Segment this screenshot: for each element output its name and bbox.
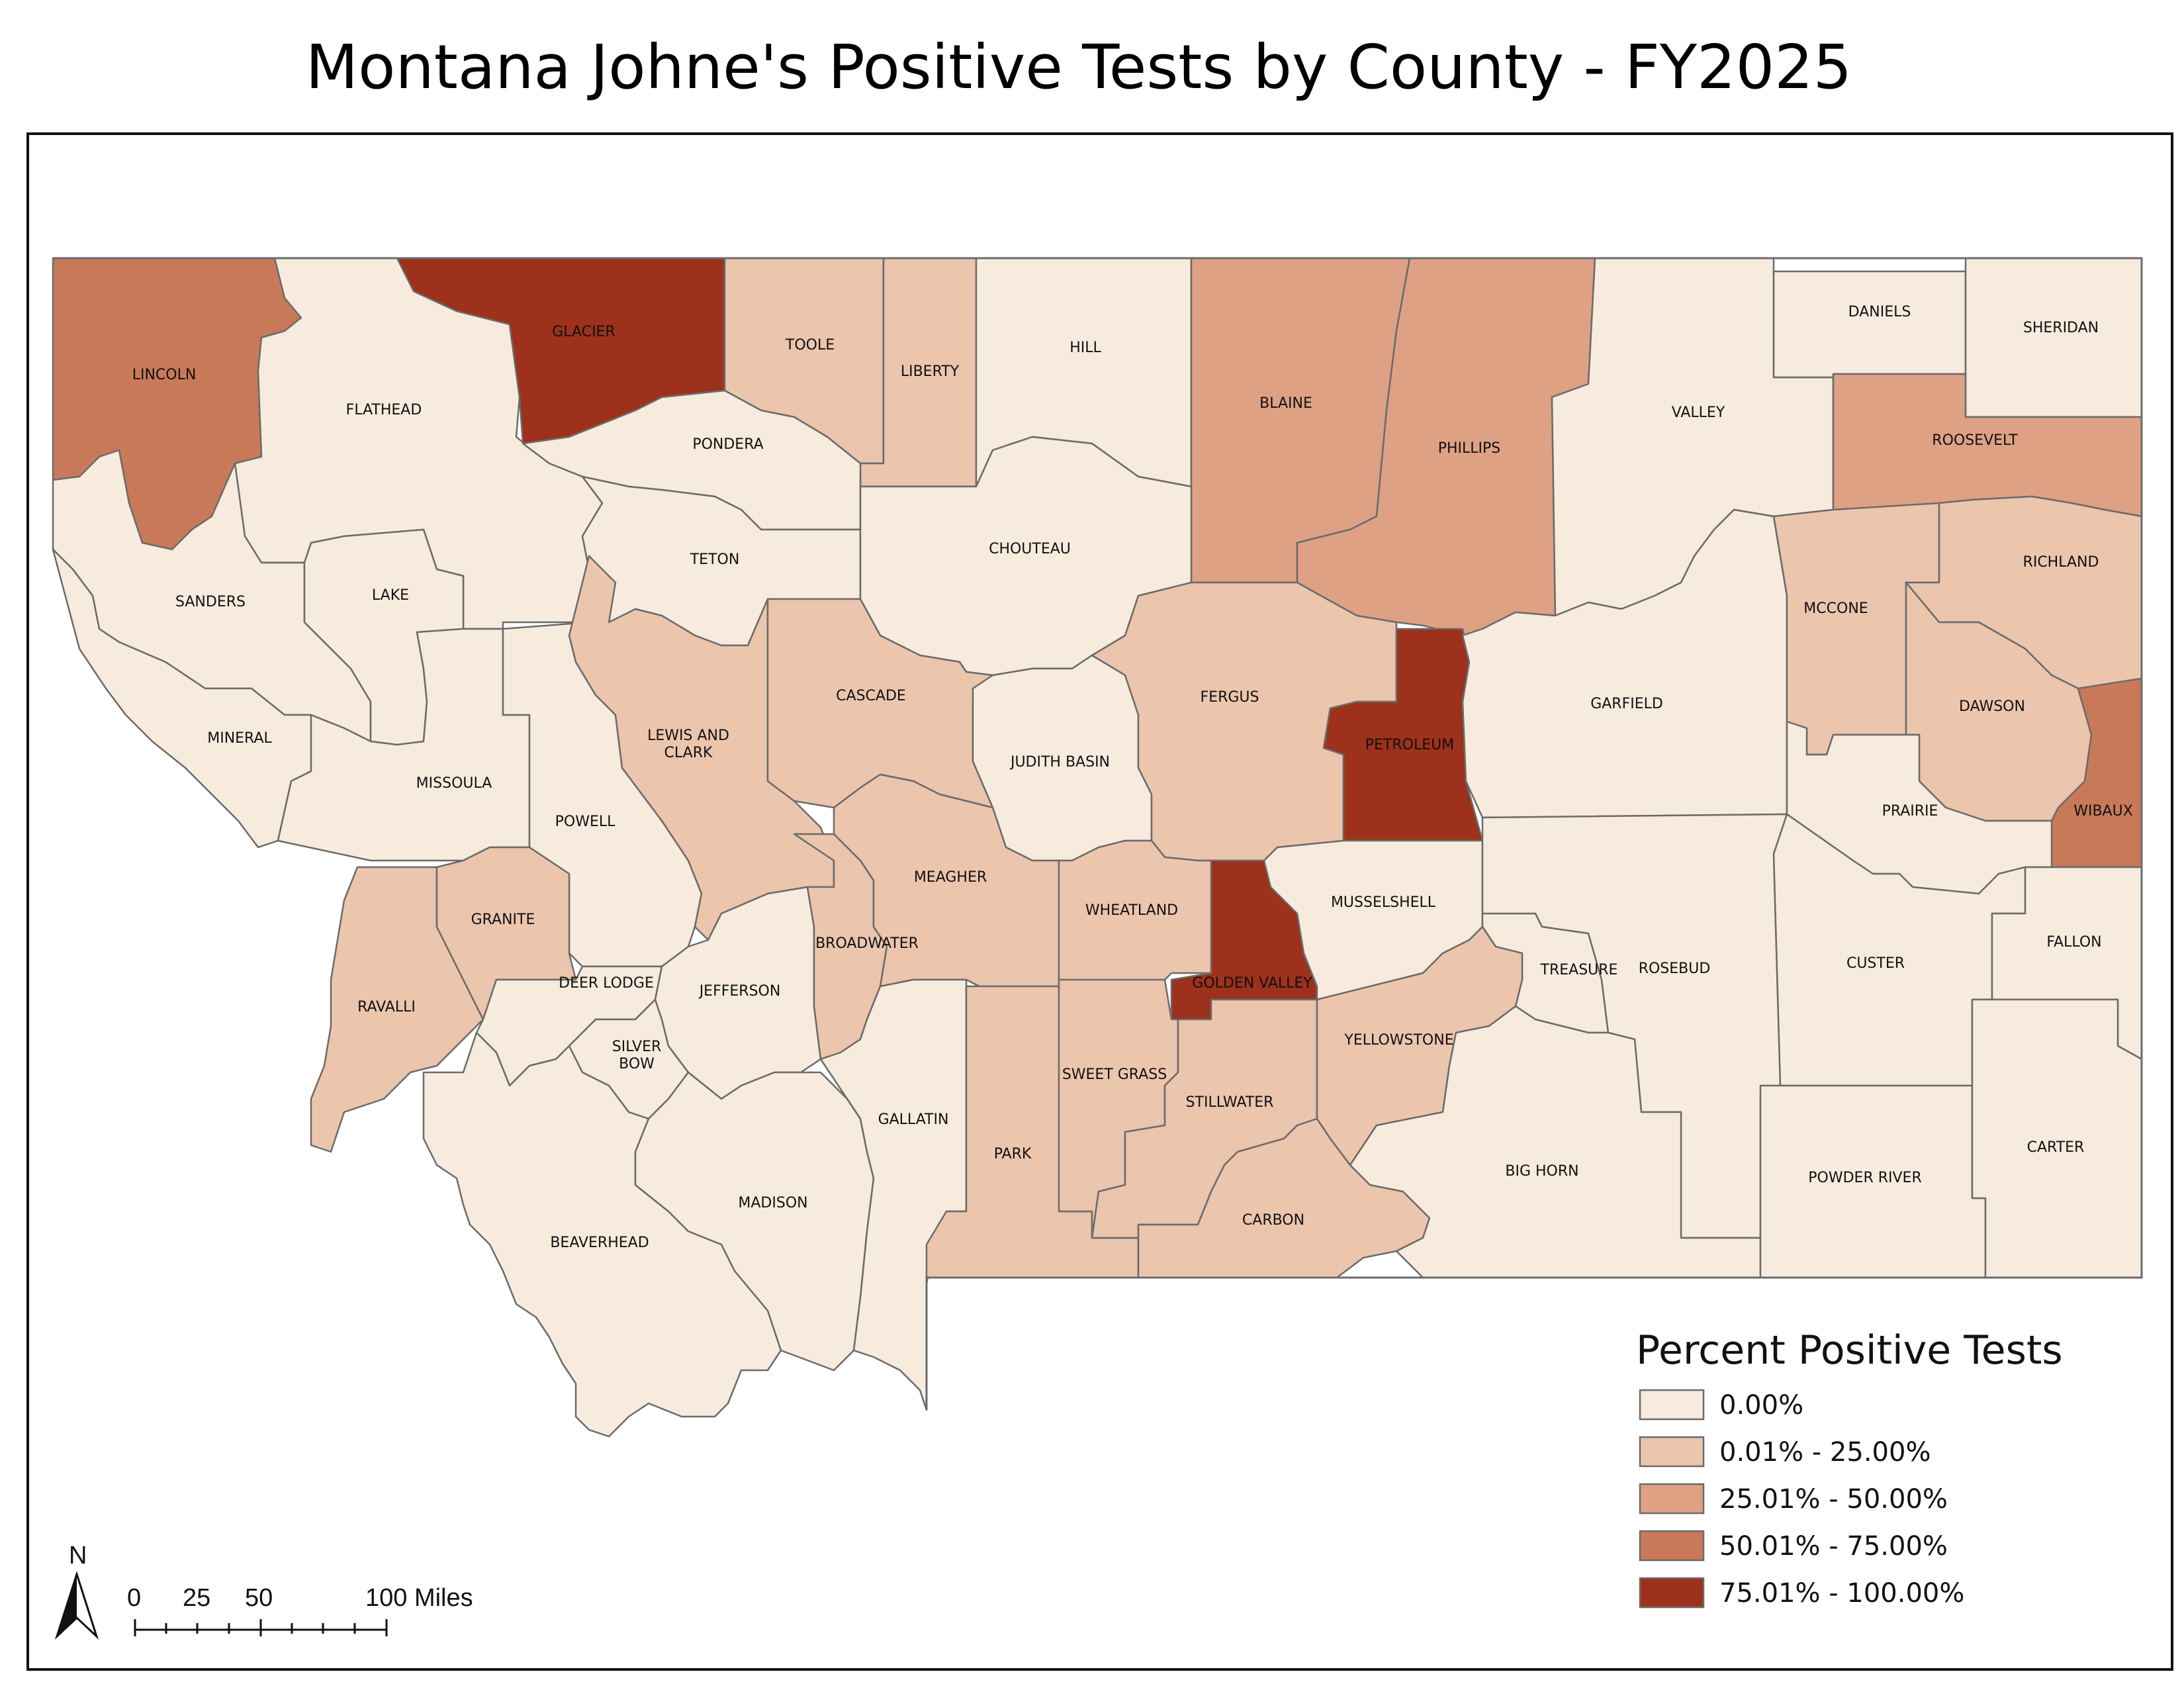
legend: Percent Positive Tests 0.00% 0.01% - 25.0… <box>1636 1327 2063 1609</box>
county-label-treasure: TREASURE <box>1540 962 1618 978</box>
county-polygons <box>52 257 2143 1438</box>
legend-label-1: 0.01% - 25.00% <box>1719 1437 1931 1468</box>
county-labels: LINCOLN FLATHEAD GLACIER TOOLE LIBERTY HILL BL… <box>132 304 2133 1251</box>
legend-swatch-1 <box>1639 1436 1705 1468</box>
county-carter <box>1971 998 2143 1279</box>
legend-label-3: 50.01% - 75.00% <box>1719 1531 1948 1562</box>
county-label-ravalli: RAVALLI <box>357 999 416 1015</box>
county-label-roosevelt: ROOSEVELT <box>1932 432 2018 449</box>
county-label-carbon: CARBON <box>1242 1212 1304 1229</box>
map-frame <box>26 132 2173 1671</box>
county-label-yellowstone: YELLOWSTONE <box>1343 1032 1453 1049</box>
north-arrow-shade <box>57 1574 77 1636</box>
county-label-granite: GRANITE <box>471 912 535 928</box>
scale-label-0: 0 <box>127 1584 141 1612</box>
county-label-wheatland: WHEATLAND <box>1085 902 1178 919</box>
county-label-sweet-grass: SWEET GRASS <box>1062 1066 1167 1083</box>
county-label-mccone: MCCONE <box>1803 600 1868 617</box>
county-label-daniels: DANIELS <box>1848 304 1911 320</box>
county-label-sanders: SANDERS <box>175 594 246 610</box>
county-label-stillwater: STILLWATER <box>1186 1094 1274 1111</box>
county-label-garfield: GARFIELD <box>1590 696 1663 712</box>
county-label-pondera: PONDERA <box>692 436 763 453</box>
county-beaverhead <box>422 1031 782 1438</box>
county-label-prairie: PRAIRIE <box>1882 803 1938 820</box>
county-label-broadwater: BROADWATER <box>815 935 919 952</box>
county-label-hill: HILL <box>1069 340 1101 356</box>
county-label-teton: TETON <box>690 551 740 568</box>
county-big-horn <box>1349 1005 1762 1279</box>
legend-label-0: 0.00% <box>1719 1390 1803 1421</box>
county-label-dawson: DAWSON <box>1959 698 2025 715</box>
scale-bar: 0 25 50 100 Miles <box>127 1584 473 1636</box>
scale-label-100: 100 Miles <box>365 1584 473 1612</box>
legend-swatch-3 <box>1639 1530 1705 1562</box>
county-label-fallon: FALLON <box>2046 934 2101 951</box>
county-label-fergus: FERGUS <box>1201 689 1259 706</box>
legend-label-2: 25.01% - 50.00% <box>1719 1484 1948 1515</box>
county-label-golden-valley: GOLDEN VALLEY <box>1192 975 1312 992</box>
scale-label-25: 25 <box>183 1584 210 1612</box>
county-label-richland: RICHLAND <box>2023 554 2099 571</box>
legend-swatch-2 <box>1639 1483 1705 1515</box>
county-label-powder-river: POWDER RIVER <box>1808 1170 1921 1186</box>
county-label-phillips: PHILLIPS <box>1438 440 1501 457</box>
county-sheridan <box>1964 257 2143 418</box>
county-label-toole: TOOLE <box>785 337 835 353</box>
legend-swatch-0 <box>1639 1389 1705 1421</box>
county-label-big-horn: BIG HORN <box>1505 1163 1578 1180</box>
county-label-valley: VALLEY <box>1672 404 1725 421</box>
north-arrow: N <box>54 1542 99 1640</box>
county-garfield <box>1461 508 1788 819</box>
state-border <box>53 257 2143 1410</box>
county-label-custer: CUSTER <box>1846 955 1905 972</box>
county-label-jefferson: JEFFERSON <box>698 983 781 1000</box>
county-label-deer-lodge: DEER LODGE <box>559 975 654 992</box>
map-title: Montana Johne's Positive Tests by County… <box>305 32 1852 103</box>
scale-bar-line <box>134 1619 388 1636</box>
county-label-madison: MADISON <box>738 1195 807 1211</box>
county-label-park: PARK <box>994 1146 1032 1162</box>
scale-label-50: 50 <box>245 1584 273 1612</box>
county-label-liberty: LIBERTY <box>901 363 960 380</box>
county-label-gallatin: GALLATIN <box>878 1111 949 1128</box>
legend-title: Percent Positive Tests <box>1636 1327 2063 1374</box>
county-label-petroleum: PETROLEUM <box>1365 737 1454 753</box>
county-label-cascade: CASCADE <box>836 688 906 704</box>
county-label-powell: POWELL <box>555 814 615 830</box>
county-granite <box>435 846 577 1021</box>
county-jefferson <box>654 886 822 1100</box>
county-label-musselshell: MUSSELSHELL <box>1331 894 1436 911</box>
county-label-rosebud: ROSEBUD <box>1639 961 1711 977</box>
legend-label-4: 75.01% - 100.00% <box>1719 1578 1964 1609</box>
county-label-beaverhead: BEAVERHEAD <box>550 1235 649 1251</box>
county-label-lincoln: LINCOLN <box>132 367 197 383</box>
county-label-judith-basin: JUDITH BASIN <box>1009 754 1110 771</box>
county-label-mineral: MINERAL <box>207 730 272 747</box>
county-label-flathead: FLATHEAD <box>346 402 422 418</box>
county-label-wibaux: WIBAUX <box>2073 803 2133 820</box>
county-label-lake: LAKE <box>372 587 409 604</box>
county-label-missoula: MISSOULA <box>416 775 492 792</box>
county-label-silver-bow: SILVER BOW <box>612 1039 662 1072</box>
legend-swatch-4 <box>1639 1577 1705 1609</box>
county-label-glacier: GLACIER <box>552 324 615 340</box>
county-label-carter: CARTER <box>2027 1139 2085 1156</box>
county-label-blaine: BLAINE <box>1259 395 1312 412</box>
north-arrow-label: N <box>69 1542 87 1570</box>
county-daniels <box>1772 270 1967 379</box>
county-label-lewis-and-clark: LEWIS AND CLARK <box>647 727 729 761</box>
county-label-meagher: MEAGHER <box>914 869 987 886</box>
county-label-sheridan: SHERIDAN <box>2023 320 2099 336</box>
county-label-chouteau: CHOUTEAU <box>989 541 1071 557</box>
